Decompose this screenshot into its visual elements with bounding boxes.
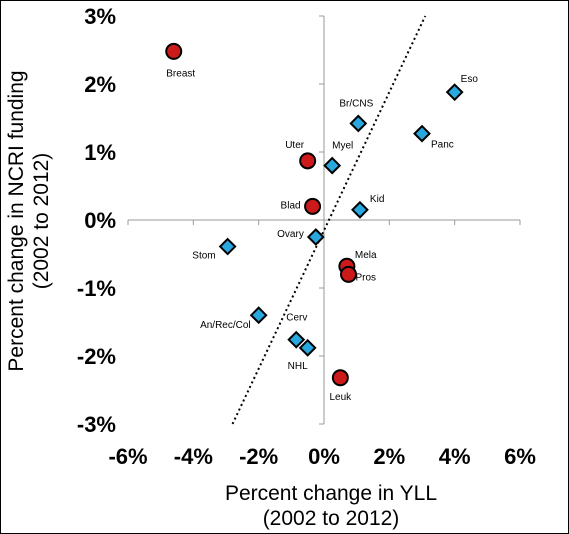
point-an-rec-col	[249, 306, 268, 325]
point-label-kid: Kid	[370, 194, 384, 205]
x-tick-label: -6%	[108, 444, 147, 469]
point-label-mela: Mela	[355, 250, 377, 261]
y-tick-label: -3%	[77, 412, 116, 437]
x-tick-label: 2%	[373, 444, 405, 469]
x-tick-label: 4%	[439, 444, 471, 469]
y-tick-label: -1%	[77, 276, 116, 301]
point-blad	[304, 197, 322, 215]
x-tick-label: 0%	[308, 444, 340, 469]
point-cerv	[287, 330, 306, 349]
tick-labels: -6% -4% -2% 0% 2% 4% 6% 3% 2% 1% 0% -1% -2% -3%	[77, 4, 536, 469]
axes	[127, 15, 521, 425]
point-pros	[340, 265, 357, 283]
x-tick-label: -4%	[174, 444, 213, 469]
point-eso	[445, 83, 464, 102]
point-label-leuk: Leuk	[329, 392, 352, 403]
data-points: Breast Uter Blad Mela Pros Leuk Eso Br/CNS Panc M…	[165, 42, 479, 403]
point-myel	[323, 156, 342, 175]
point-stom	[218, 237, 237, 256]
point-label-an-rec-col: An/Rec/Col	[200, 320, 251, 331]
point-label-ovary: Ovary	[277, 229, 304, 240]
y-axis-title: Percent change in NCRI funding	[5, 70, 28, 371]
point-label-stom: Stom	[192, 251, 215, 262]
x-axis-subtitle: (2002 to 2012)	[263, 507, 400, 530]
point-uter	[299, 152, 317, 170]
point-br-cns	[349, 114, 368, 133]
point-label-myel: Myel	[332, 141, 353, 152]
point-panc	[413, 124, 431, 143]
x-tick-label: 6%	[504, 444, 536, 469]
point-label-eso: Eso	[461, 74, 479, 85]
point-nhl	[298, 338, 317, 357]
y-tick-label: 1%	[84, 140, 116, 165]
point-label-pros: Pros	[356, 272, 377, 283]
point-label-cerv: Cerv	[286, 313, 307, 324]
y-tick-label: 2%	[84, 72, 116, 97]
point-label-blad: Blad	[281, 200, 301, 211]
y-tick-label: 3%	[84, 4, 116, 29]
point-label-br-cns: Br/CNS	[339, 98, 373, 109]
point-ovary	[306, 228, 325, 246]
y-tick-label: -2%	[77, 344, 116, 369]
trendline	[231, 15, 427, 425]
point-label-nhl: NHL	[288, 361, 308, 372]
y-tick-label: 0%	[84, 208, 116, 233]
point-leuk	[331, 369, 349, 387]
y-axis-subtitle: (2002 to 2012)	[30, 153, 53, 290]
x-axis-title: Percent change in YLL	[225, 482, 437, 505]
point-breast	[165, 42, 183, 60]
point-kid	[351, 200, 369, 219]
point-label-panc: Panc	[431, 140, 454, 151]
point-label-breast: Breast	[166, 68, 195, 79]
point-label-uter: Uter	[285, 140, 305, 151]
x-tick-label: -2%	[239, 444, 278, 469]
